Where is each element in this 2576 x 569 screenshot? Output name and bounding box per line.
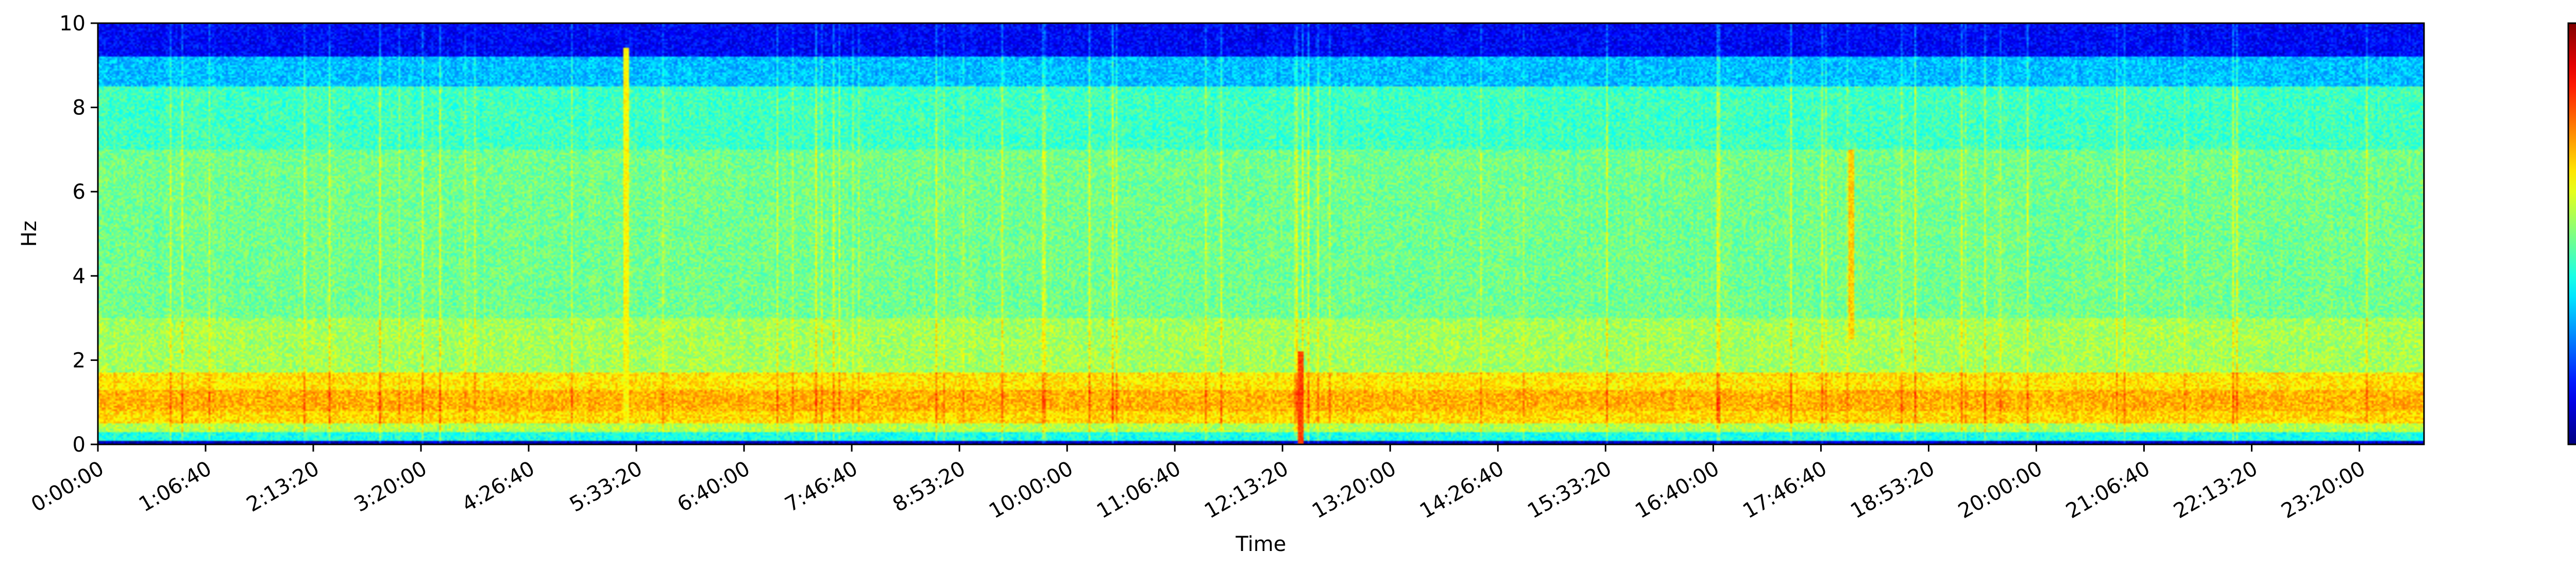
colorbar: +0 dB-10 dB-20 dB-30 dB-40 dB-50 dB-60 d… xyxy=(2567,22,2576,445)
y-tick-label: 6 xyxy=(73,180,86,204)
x-tick-label: 22:13:20 xyxy=(2170,457,2262,524)
x-tick-label: 3:20:00 xyxy=(350,457,431,517)
x-tick-label: 12:13:20 xyxy=(1200,457,1293,524)
x-tick-label: 14:26:40 xyxy=(1416,457,1508,524)
x-tick-label: 21:06:40 xyxy=(2062,457,2154,524)
x-tick-label: 0:00:00 xyxy=(27,457,108,517)
x-tick-label: 17:46:40 xyxy=(1739,457,1831,524)
x-tick-label: 1:06:40 xyxy=(135,457,216,517)
x-tick-label: 23:20:00 xyxy=(2277,457,2369,524)
x-tick-label: 16:40:00 xyxy=(1631,457,1723,524)
plot-frame xyxy=(97,22,2425,445)
colorbar-gradient xyxy=(2567,22,2576,445)
x-tick-label: 20:00:00 xyxy=(1954,457,2046,524)
x-tick-label: 15:33:20 xyxy=(1523,457,1616,524)
x-tick-label: 7:46:40 xyxy=(781,457,862,517)
y-axis-title: Hz xyxy=(18,220,41,247)
x-tick-label: 18:53:20 xyxy=(1846,457,1939,524)
y-tick-label: 2 xyxy=(73,349,86,372)
x-tick-label: 13:20:00 xyxy=(1308,457,1400,524)
x-tick-label: 11:06:40 xyxy=(1093,457,1185,524)
spectrogram-image xyxy=(98,23,2424,444)
x-tick-label: 2:13:20 xyxy=(243,457,324,517)
x-tick-label: 6:40:00 xyxy=(673,457,754,517)
x-tick-label: 8:53:20 xyxy=(889,457,970,517)
y-tick-label: 0 xyxy=(73,433,86,457)
spectrogram-raster xyxy=(98,23,2424,444)
x-tick-label: 10:00:00 xyxy=(985,457,1077,524)
x-axis-title: Time xyxy=(1235,532,1286,556)
y-tick-label: 4 xyxy=(73,265,86,288)
y-tick-label: 10 xyxy=(59,12,86,36)
x-tick-label: 5:33:20 xyxy=(566,457,647,517)
x-tick-label: 4:26:40 xyxy=(458,457,539,517)
y-tick-label: 8 xyxy=(73,96,86,120)
x-axis: 0:00:00 1:06:40 2:13:20 3:20:00 4:26:40 5:33:… xyxy=(27,444,2369,523)
y-axis: 0 2 4 6 8 10 xyxy=(59,12,98,457)
